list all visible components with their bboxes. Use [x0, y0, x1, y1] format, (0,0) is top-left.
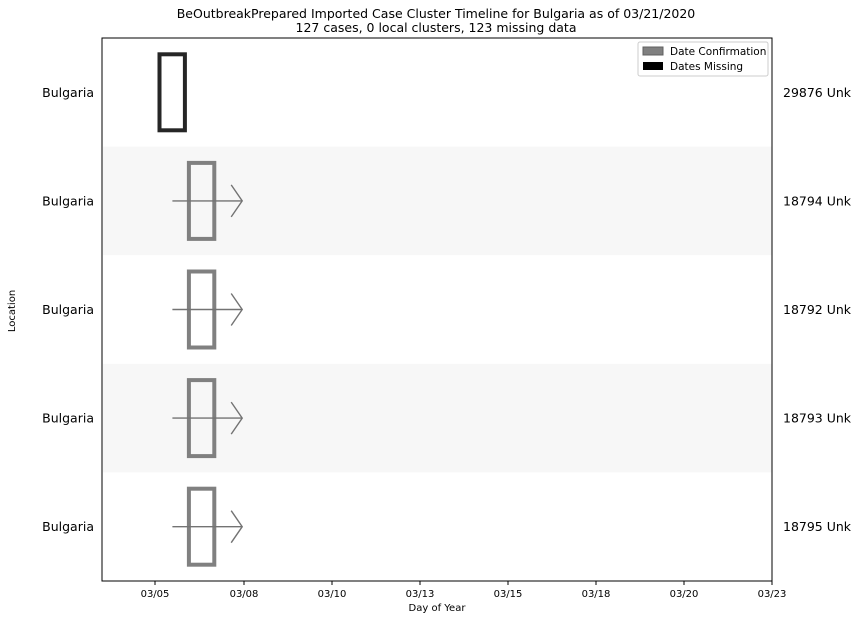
x-tick-label: 03/20 [670, 589, 699, 600]
row-right-label: 18794 Unk [783, 193, 852, 208]
timeline-arrow-head [230, 401, 244, 435]
timeline-arrow-head [230, 293, 244, 326]
legend-swatch-dates-missing [643, 62, 663, 70]
legend-label-date-confirmation: Date Confirmation [670, 46, 766, 58]
legend-label-dates-missing: Dates Missing [670, 61, 743, 73]
x-axis-ticks: 03/05 03/08 03/10 03/13 03/15 03/18 03/20 03/23 [141, 581, 787, 600]
legend-frame [637, 41, 769, 77]
timeline-arrow-head [230, 510, 244, 544]
timeline-marks [157, 52, 244, 567]
y-axis-labels: Bulgaria Bulgaria Bulgaria Bulgaria Bulgaria [42, 85, 94, 534]
row-location-label: Bulgaria [42, 411, 94, 426]
row-right-label: 18793 Unk [783, 411, 852, 426]
x-tick-label: 03/05 [141, 589, 170, 600]
x-tick-label: 03/08 [230, 589, 259, 600]
y-axis-label: Location [7, 290, 18, 332]
chart-subtitle: 127 cases, 0 local clusters, 123 missing… [296, 20, 577, 35]
row-location-label: Bulgaria [42, 85, 94, 100]
legend-swatch-date-confirmation [642, 46, 664, 56]
x-tick-label: 03/15 [494, 589, 523, 600]
row-location-label: Bulgaria [42, 519, 94, 534]
x-axis-label: Day of Year [409, 603, 467, 614]
plot-frame [101, 37, 773, 582]
right-labels: 29876 Unk 18794 Unk 18792 Unk 18793 Unk 1879… [783, 85, 852, 534]
x-tick-label: 03/23 [758, 589, 787, 600]
row-location-label: Bulgaria [42, 193, 94, 208]
missing-date-box [157, 52, 187, 133]
timeline-arrow-head [230, 184, 244, 218]
x-tick-label: 03/18 [582, 589, 611, 600]
row-right-label: 29876 Unk [783, 85, 852, 100]
x-tick-label: 03/13 [406, 589, 435, 600]
row-location-label: Bulgaria [42, 302, 94, 317]
row-right-label: 18795 Unk [783, 519, 852, 534]
chart-title: BeOutbreakPrepared Imported Case Cluster… [177, 6, 696, 21]
legend: Date Confirmation Dates Missing [637, 41, 769, 77]
x-tick-label: 03/10 [318, 589, 347, 600]
row-right-label: 18792 Unk [783, 302, 852, 317]
